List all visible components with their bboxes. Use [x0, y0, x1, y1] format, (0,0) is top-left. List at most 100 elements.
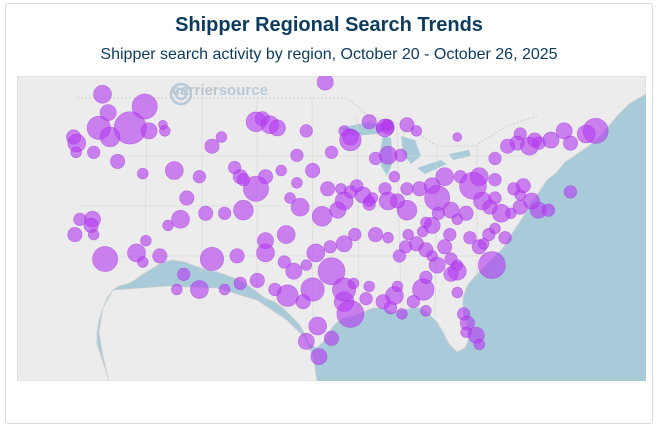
- region-bubble[interactable]: [171, 283, 183, 296]
- region-bubble[interactable]: [488, 191, 502, 205]
- region-bubble[interactable]: [290, 197, 310, 217]
- region-bubble[interactable]: [323, 330, 339, 346]
- region-bubble[interactable]: [375, 118, 395, 138]
- region-bubble[interactable]: [218, 206, 232, 220]
- region-bubble[interactable]: [190, 280, 209, 299]
- region-bubble[interactable]: [311, 206, 333, 227]
- region-bubble[interactable]: [268, 282, 282, 297]
- region-bubble[interactable]: [92, 246, 119, 272]
- region-bubble[interactable]: [350, 179, 364, 193]
- region-bubble[interactable]: [542, 131, 560, 149]
- region-bubble[interactable]: [73, 212, 87, 226]
- region-bubble[interactable]: [505, 207, 517, 220]
- region-bubble[interactable]: [320, 181, 336, 197]
- region-bubble[interactable]: [171, 210, 190, 229]
- region-bubble[interactable]: [435, 167, 455, 186]
- region-bubble[interactable]: [359, 292, 373, 306]
- region-bubble[interactable]: [563, 185, 578, 199]
- region-bubble[interactable]: [284, 192, 296, 204]
- region-bubble[interactable]: [428, 256, 446, 274]
- region-bubble[interactable]: [299, 124, 313, 138]
- region-bubble[interactable]: [399, 117, 415, 133]
- region-bubble[interactable]: [394, 148, 408, 162]
- region-bubble[interactable]: [363, 195, 375, 207]
- region-bubble[interactable]: [257, 232, 274, 250]
- region-bubble[interactable]: [458, 205, 474, 221]
- region-bubble[interactable]: [347, 277, 360, 290]
- region-bubble[interactable]: [200, 247, 225, 272]
- region-bubble[interactable]: [275, 164, 287, 177]
- region-bubble[interactable]: [249, 272, 265, 288]
- region-bubble[interactable]: [277, 255, 291, 269]
- region-bubble[interactable]: [177, 267, 191, 281]
- region-bubble[interactable]: [555, 122, 573, 140]
- region-bubble[interactable]: [236, 173, 250, 187]
- region-bubble[interactable]: [473, 338, 485, 351]
- region-bubble[interactable]: [316, 76, 334, 91]
- region-bubble[interactable]: [443, 266, 459, 282]
- region-bubble[interactable]: [87, 228, 100, 241]
- region-bubble[interactable]: [110, 153, 126, 169]
- region-bubble[interactable]: [488, 173, 502, 187]
- region-bubble[interactable]: [290, 148, 304, 162]
- region-bubble[interactable]: [276, 225, 296, 244]
- region-bubble[interactable]: [228, 160, 242, 175]
- region-bubble[interactable]: [361, 114, 377, 130]
- region-bubble[interactable]: [391, 280, 404, 293]
- region-bubble[interactable]: [317, 257, 346, 285]
- region-bubble[interactable]: [363, 280, 375, 293]
- region-bubble[interactable]: [489, 222, 501, 235]
- region-bubble[interactable]: [140, 235, 152, 247]
- us-map[interactable]: carriersource: [17, 76, 646, 381]
- region-bubble[interactable]: [402, 228, 414, 241]
- region-bubble[interactable]: [297, 332, 315, 350]
- region-bubble[interactable]: [99, 126, 121, 148]
- region-bubble[interactable]: [140, 122, 158, 140]
- region-bubble[interactable]: [285, 262, 303, 280]
- region-bubble[interactable]: [451, 286, 463, 299]
- region-bubble[interactable]: [198, 205, 214, 221]
- region-bubble[interactable]: [137, 256, 149, 268]
- region-bubble[interactable]: [384, 301, 398, 315]
- region-bubble[interactable]: [204, 138, 220, 154]
- region-bubble[interactable]: [378, 191, 398, 211]
- region-bubble[interactable]: [306, 243, 326, 263]
- region-bubble[interactable]: [131, 93, 158, 120]
- region-bubble[interactable]: [291, 177, 303, 189]
- region-bubble[interactable]: [469, 167, 489, 186]
- region-bubble[interactable]: [339, 128, 362, 152]
- region-bubble[interactable]: [400, 182, 414, 196]
- region-bubble[interactable]: [388, 170, 401, 183]
- region-bubble[interactable]: [431, 206, 446, 220]
- region-bubble[interactable]: [463, 231, 477, 245]
- region-bubble[interactable]: [179, 190, 195, 206]
- region-bubble[interactable]: [67, 227, 83, 243]
- region-bubble[interactable]: [392, 249, 407, 263]
- region-bubble[interactable]: [158, 119, 168, 130]
- region-bubble[interactable]: [162, 219, 174, 232]
- region-bubble[interactable]: [443, 228, 457, 242]
- region-bubble[interactable]: [165, 161, 184, 180]
- region-bubble[interactable]: [233, 199, 254, 221]
- region-bubble[interactable]: [410, 125, 423, 137]
- region-bubble[interactable]: [324, 145, 339, 159]
- region-bubble[interactable]: [514, 189, 526, 201]
- region-bubble[interactable]: [412, 278, 435, 301]
- region-bubble[interactable]: [348, 228, 362, 242]
- region-bubble[interactable]: [437, 239, 453, 255]
- region-bubble[interactable]: [268, 119, 286, 137]
- region-bubble[interactable]: [488, 151, 502, 165]
- region-bubble[interactable]: [233, 276, 247, 290]
- region-bubble[interactable]: [308, 316, 328, 336]
- region-bubble[interactable]: [243, 175, 269, 202]
- region-bubble[interactable]: [300, 259, 312, 271]
- region-bubble[interactable]: [305, 163, 321, 179]
- region-bubble[interactable]: [192, 170, 206, 184]
- region-bubble[interactable]: [420, 305, 432, 317]
- region-bubble[interactable]: [87, 145, 101, 159]
- region-bubble[interactable]: [152, 248, 168, 264]
- region-bubble[interactable]: [406, 295, 420, 309]
- region-bubble[interactable]: [323, 240, 337, 254]
- region-bubble[interactable]: [396, 308, 408, 320]
- region-bubble[interactable]: [478, 251, 506, 279]
